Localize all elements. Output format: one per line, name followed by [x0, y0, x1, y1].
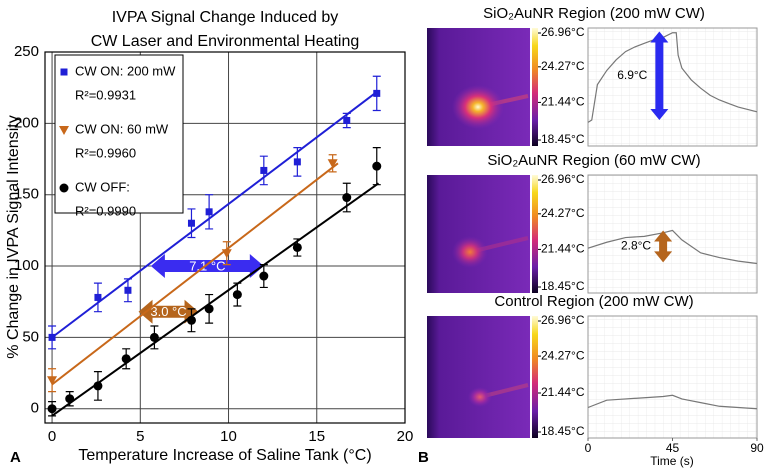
plot-area [587, 174, 758, 294]
y-tick-label: 150 [14, 186, 39, 203]
marker [342, 193, 352, 203]
marker [65, 394, 75, 404]
legend-label: CW ON: 200 mW [75, 63, 176, 78]
y-tick-label: 100 [14, 257, 39, 274]
y-tick-label: 250 [14, 43, 39, 60]
chart-title: SiO₂AuNR Region (60 mW CW) [487, 152, 700, 169]
colorbar-label: 24.27°C [541, 348, 585, 362]
marker [260, 166, 268, 174]
y-tick-label: 0 [31, 400, 39, 417]
legend-label: CW ON: 60 mW [75, 121, 169, 136]
colorbar-label: 21.44°C [541, 95, 585, 109]
hot-spot [452, 85, 504, 129]
annotation-label: 2.8°C [621, 239, 651, 253]
y-tick-label: 200 [14, 114, 39, 131]
annotation-label: 6.9°C [617, 68, 647, 82]
legend-marker [60, 68, 68, 76]
chart-title: CW Laser and Environmental Heating [91, 33, 360, 50]
chart-title: IVPA Signal Change Induced by [112, 9, 339, 26]
legend-r2: R²=0.9960 [75, 145, 136, 160]
trace [587, 394, 758, 410]
chart-title: SiO₂AuNR Region (200 mW CW) [483, 5, 705, 22]
legend-r2: R²=0.9990 [75, 203, 136, 218]
marker [292, 242, 302, 252]
marker [187, 219, 195, 227]
chart-title: Control Region (200 mW CW) [494, 293, 693, 310]
fit-line [51, 91, 378, 339]
marker [327, 159, 338, 169]
marker [232, 290, 242, 300]
x-tick-label: 0 [48, 428, 56, 445]
marker [186, 315, 196, 325]
x-axis-label: Time (s) [650, 454, 694, 468]
colorbar-label: 18.45°C [541, 132, 585, 146]
colorbar-label: 21.44°C [541, 242, 585, 256]
colorbar [532, 316, 538, 438]
x-tick-label: 20 [397, 428, 414, 445]
marker [343, 116, 351, 124]
marker [259, 271, 269, 281]
marker [47, 376, 58, 386]
marker [124, 286, 132, 294]
hot-spot [468, 387, 492, 407]
trace [587, 229, 758, 265]
marker [221, 249, 232, 259]
panel-label: A [10, 449, 21, 466]
marker [204, 304, 214, 314]
x-tick-label: 0 [585, 441, 592, 455]
x-axis-label: Temperature Increase of Saline Tank (°C) [78, 447, 371, 464]
y-axis-label: % Change in IVPA Signal Intensity [5, 115, 22, 358]
fit-line [51, 162, 339, 386]
annotation-label: 3.0 °C [150, 304, 186, 319]
legend-marker [59, 183, 69, 193]
legend-box [54, 54, 184, 214]
colorbar-label: 24.27°C [541, 59, 585, 73]
colorbar-label: 26.96°C [541, 172, 585, 186]
marker [94, 293, 102, 301]
marker [293, 158, 301, 166]
plot-area [587, 27, 758, 147]
thermal-images [427, 28, 538, 438]
marker [47, 404, 57, 414]
x-tick-label: 90 [750, 441, 764, 455]
marker [372, 161, 382, 171]
plot-area [587, 315, 758, 439]
marker [93, 381, 103, 391]
hot-spot [452, 236, 488, 268]
colorbar-label: 26.96°C [541, 25, 585, 39]
colorbar-label: 21.44°C [541, 385, 585, 399]
x-tick-label: 15 [308, 428, 325, 445]
x-tick-label: 10 [220, 428, 237, 445]
y-tick-label: 50 [22, 328, 39, 345]
annotation-label: 7.1 °C [189, 258, 225, 273]
x-tick-label: 45 [666, 441, 680, 455]
colorbar-label: 24.27°C [541, 206, 585, 220]
x-tick-label: 5 [136, 428, 144, 445]
thermal-image [427, 175, 530, 293]
double-arrow [150, 254, 264, 279]
marker [205, 208, 213, 216]
colorbar [532, 175, 538, 293]
fit-line [51, 182, 380, 417]
colorbar-label: 26.96°C [541, 313, 585, 327]
colorbar [532, 28, 538, 146]
double-arrow [650, 31, 669, 121]
marker [373, 89, 381, 97]
marker [48, 333, 56, 341]
marker [121, 354, 131, 364]
legend-r2: R²=0.9931 [75, 87, 136, 102]
legend-marker [59, 126, 69, 135]
double-arrow [654, 230, 673, 263]
marker [149, 332, 159, 342]
colorbar-label: 18.45°C [541, 424, 585, 438]
thermal-image [427, 316, 530, 438]
plot-frame [44, 51, 406, 424]
legend-label: CW OFF: [75, 179, 130, 194]
panel-label: B [418, 449, 429, 466]
colorbar-label: 18.45°C [541, 279, 585, 293]
trace [587, 32, 758, 123]
